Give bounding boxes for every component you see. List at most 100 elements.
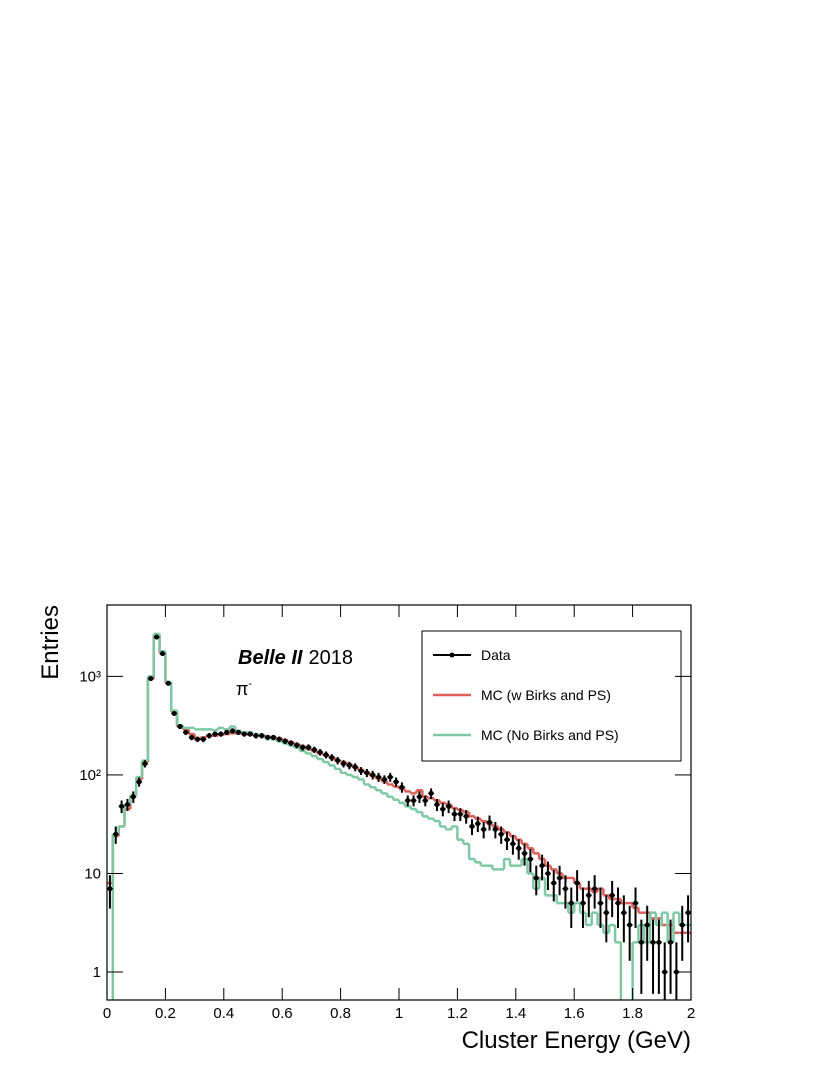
data-point (446, 803, 452, 809)
data-point (107, 886, 113, 892)
data-point (136, 779, 142, 785)
data-point (212, 731, 218, 737)
data-point (627, 922, 633, 928)
data-point (288, 740, 294, 746)
particle-charge: - (248, 678, 252, 690)
data-point (119, 803, 125, 809)
data-point (370, 772, 376, 778)
plot-area (107, 632, 691, 1000)
particle-symbol: π (236, 679, 248, 699)
x-axis-title: Cluster Energy (GeV) (462, 1027, 691, 1054)
x-tick-label: 2 (687, 1005, 695, 1022)
data-point (516, 845, 522, 851)
data-point (200, 736, 206, 742)
data-point (679, 922, 685, 928)
data-point (533, 875, 539, 881)
data-point (159, 651, 165, 657)
data-point (633, 900, 639, 906)
data-point (130, 794, 136, 800)
data-point (539, 863, 545, 869)
x-tick-label: 1.8 (622, 1005, 643, 1022)
data-point (656, 939, 662, 945)
data-point (522, 850, 528, 856)
data-point (154, 634, 160, 640)
data-point (411, 798, 417, 804)
y-tick-label: 1 (93, 964, 101, 981)
data-point (276, 736, 282, 742)
data-point (492, 826, 498, 832)
data-point (381, 776, 387, 782)
data-point (487, 819, 493, 825)
data-point (586, 892, 592, 898)
y-axis-title: Entries (37, 605, 64, 680)
x-tick-label: 0.2 (155, 1005, 176, 1022)
data-point (317, 749, 323, 755)
data-point (527, 856, 533, 862)
x-tick-label: 0.4 (213, 1005, 234, 1022)
data-point (609, 892, 615, 898)
data-point (551, 880, 557, 886)
data-point (405, 798, 411, 804)
data-point (364, 770, 370, 776)
data-point (668, 939, 674, 945)
data-point (393, 779, 399, 785)
data-point (434, 802, 440, 808)
data-point (253, 733, 259, 739)
data-point (574, 880, 580, 886)
data-point (323, 752, 329, 758)
data-point (510, 841, 516, 847)
data-point (440, 806, 446, 812)
data-point (422, 798, 428, 804)
data-point (189, 734, 195, 740)
data-point (265, 734, 271, 740)
data-point (416, 794, 422, 800)
legend-label: Data (481, 647, 511, 663)
y-tick-label: 10² (79, 767, 101, 784)
data-point (294, 742, 300, 748)
x-tick-label: 0.8 (330, 1005, 351, 1022)
data-point (358, 768, 364, 774)
data-point (335, 758, 341, 764)
x-tick-label: 1.4 (505, 1005, 526, 1022)
data-point (504, 837, 510, 843)
data-point (562, 886, 568, 892)
data-point (615, 900, 621, 906)
y-tick-label: 10³ (79, 668, 101, 685)
x-tick-label: 1 (395, 1005, 403, 1022)
x-tick-label: 0 (103, 1005, 111, 1022)
data-point (282, 738, 288, 744)
particle-label: π- (236, 678, 252, 699)
data-point (218, 731, 224, 737)
data-point (183, 729, 189, 735)
data-point (241, 731, 247, 737)
data-point (428, 790, 434, 796)
data-point (305, 744, 311, 750)
data-point (311, 747, 317, 753)
data-point (650, 939, 656, 945)
data-point (124, 802, 130, 808)
x-tick-label: 0.6 (272, 1005, 293, 1022)
data-point (247, 731, 253, 737)
data-point (592, 886, 598, 892)
data-point (230, 728, 236, 734)
data-point (662, 969, 668, 975)
legend: Data MC (w Birks and PS) MC (No Birks and … (433, 647, 619, 743)
data-point (387, 774, 393, 780)
data-point (469, 823, 475, 829)
annotation: Belle II 2018 (238, 647, 353, 669)
data-point (259, 733, 265, 739)
data-point (603, 910, 609, 916)
data-point (142, 761, 148, 767)
data-point (475, 821, 481, 827)
legend-label: MC (No Birks and PS) (481, 727, 619, 743)
data-point (346, 762, 352, 768)
data-point (148, 676, 154, 682)
x-tick-label: 1.6 (564, 1005, 585, 1022)
data-point (235, 729, 241, 735)
data-point (451, 811, 457, 817)
data-point (195, 736, 201, 742)
data-point (300, 744, 306, 750)
data-point (568, 900, 574, 906)
